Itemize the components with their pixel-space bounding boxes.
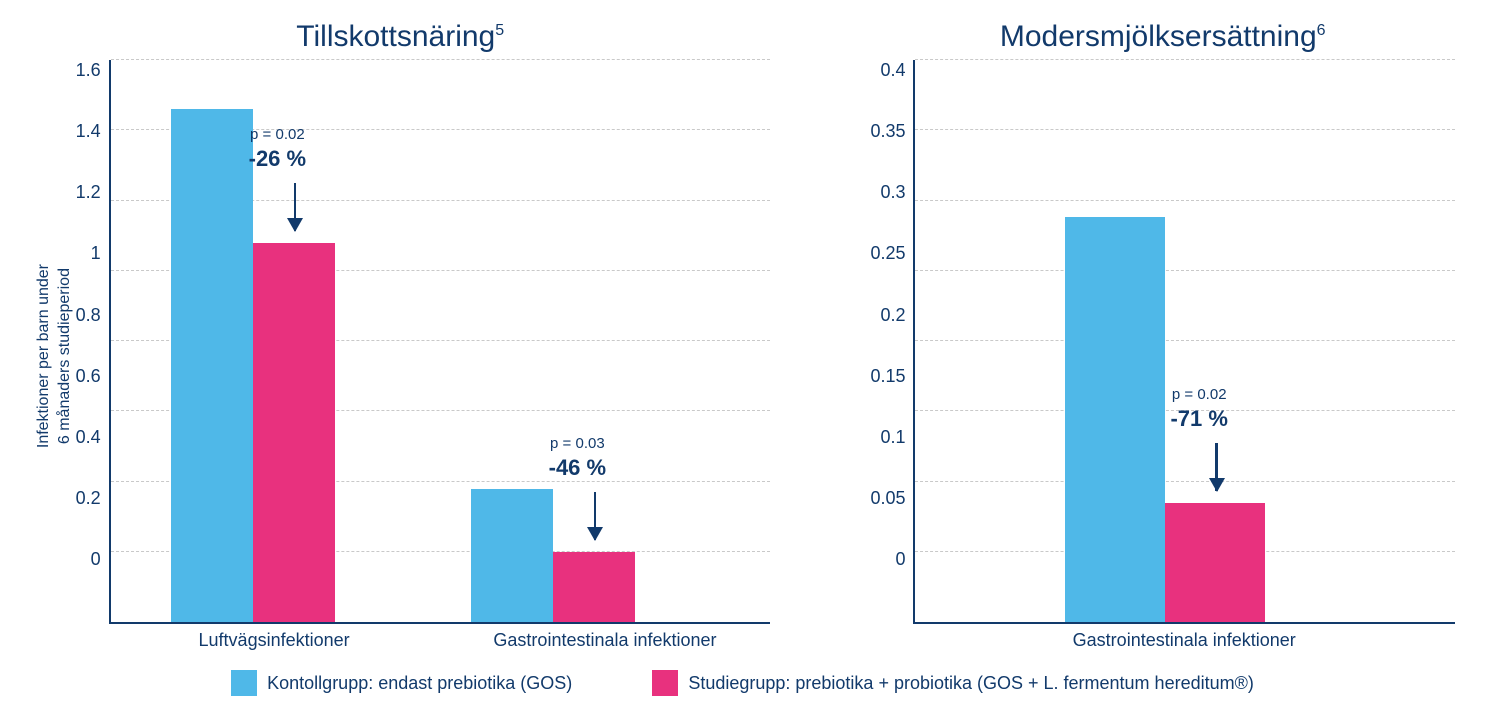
bar-group	[171, 109, 335, 622]
panel-right-plotwrap: p = 0.02 -71 % Gastrointestinala infektio…	[913, 60, 1455, 652]
legend-control: Kontollgrupp: endast prebiotika (GOS)	[231, 670, 572, 696]
panel-right-plot: p = 0.02 -71 %	[913, 60, 1455, 624]
panels-row: Tillskottsnäring5 Infektioner per barn u…	[30, 20, 1455, 652]
figure: Tillskottsnäring5 Infektioner per barn u…	[30, 20, 1455, 696]
legend-study: Studiegrupp: prebiotika + probiotika (GO…	[652, 670, 1254, 696]
ytick: 0.35	[870, 121, 905, 142]
xlabel: Luftvägsinfektioner	[109, 630, 440, 652]
panel-right-title-text: Modersmjölksersättning	[1000, 20, 1317, 53]
panel-right-xlabels: Gastrointestinala infektioner	[913, 624, 1455, 652]
annotation: p = 0.03 -46 %	[549, 435, 606, 481]
bar-control	[1065, 217, 1165, 622]
ytick: 0.25	[870, 243, 905, 264]
ytick: 0.8	[76, 305, 101, 326]
legend-study-label: Studiegrupp: prebiotika + probiotika (GO…	[688, 673, 1254, 694]
panel-right-yticks: 0.4 0.35 0.3 0.25 0.2 0.15 0.1 0.05 0	[870, 60, 913, 598]
p-label: p = 0.03	[550, 435, 605, 452]
yaxis-label-line2: 6 månaders studieperiod	[56, 268, 73, 444]
pct-label: -46 %	[549, 455, 606, 481]
bar-control	[471, 489, 553, 622]
gridline	[915, 200, 1455, 201]
pct-label: -71 %	[1170, 406, 1227, 432]
ytick: 1	[91, 243, 101, 264]
panel-left-plotwrap: p = 0.02 -26 % p = 0.03 -46 % Luftvägsinfek…	[109, 60, 771, 652]
bar-group	[1065, 217, 1265, 622]
panel-left: Tillskottsnäring5 Infektioner per barn u…	[30, 20, 770, 652]
ytick: 0.2	[76, 488, 101, 509]
panel-right-title: Modersmjölksersättning6	[870, 20, 1455, 54]
panel-left-title: Tillskottsnäring5	[30, 20, 770, 54]
ytick: 1.2	[76, 182, 101, 203]
legend-control-swatch	[231, 670, 257, 696]
ytick: 0.2	[880, 305, 905, 326]
ytick: 0.1	[880, 427, 905, 448]
legend-study-swatch	[652, 670, 678, 696]
ytick: 0.4	[76, 427, 101, 448]
xlabel: Gastrointestinala infektioner	[913, 630, 1455, 652]
ytick: 0.05	[870, 488, 905, 509]
panel-left-title-text: Tillskottsnäring	[296, 20, 495, 53]
ytick: 0	[91, 549, 101, 570]
ytick: 0.6	[76, 366, 101, 387]
bar-study	[553, 552, 635, 622]
bar-group	[471, 489, 635, 622]
panel-right: Modersmjölksersättning6 0.4 0.35 0.3 0.2…	[870, 20, 1455, 652]
ytick: 0	[895, 549, 905, 570]
p-label: p = 0.02	[250, 126, 305, 143]
panel-left-title-sup: 5	[495, 22, 504, 39]
annotation: p = 0.02 -71 %	[1170, 386, 1227, 432]
arrow-down-icon	[1215, 443, 1218, 491]
p-label: p = 0.02	[1172, 386, 1227, 403]
arrow-down-icon	[594, 492, 597, 540]
yaxis-label: Infektioner per barn under 6 månaders st…	[30, 264, 76, 448]
legend-control-label: Kontollgrupp: endast prebiotika (GOS)	[267, 673, 572, 694]
gridline	[915, 59, 1455, 60]
ytick: 0.3	[880, 182, 905, 203]
gridline	[111, 59, 771, 60]
legend: Kontollgrupp: endast prebiotika (GOS) St…	[30, 652, 1455, 696]
gridline	[915, 129, 1455, 130]
panel-right-body: 0.4 0.35 0.3 0.25 0.2 0.15 0.1 0.05 0 p …	[870, 60, 1455, 652]
panel-left-body: Infektioner per barn under 6 månaders st…	[30, 60, 770, 652]
panel-left-plot: p = 0.02 -26 % p = 0.03 -46 %	[109, 60, 771, 624]
bar-study	[253, 243, 335, 622]
ytick: 0.4	[880, 60, 905, 81]
annotation: p = 0.02 -26 %	[249, 126, 306, 172]
yaxis-label-line1: Infektioner per barn under	[35, 264, 52, 448]
panel-right-title-sup: 6	[1317, 22, 1326, 39]
panel-left-xlabels: Luftvägsinfektioner Gastrointestinala in…	[109, 624, 771, 652]
ytick: 1.4	[76, 121, 101, 142]
ytick: 0.15	[870, 366, 905, 387]
bar-control	[171, 109, 253, 622]
ytick: 1.6	[76, 60, 101, 81]
panel-left-yticks: 1.6 1.4 1.2 1 0.8 0.6 0.4 0.2 0	[76, 60, 109, 598]
xlabel: Gastrointestinala infektioner	[440, 630, 771, 652]
arrow-down-icon	[294, 183, 297, 231]
pct-label: -26 %	[249, 146, 306, 172]
bar-study	[1165, 503, 1265, 622]
